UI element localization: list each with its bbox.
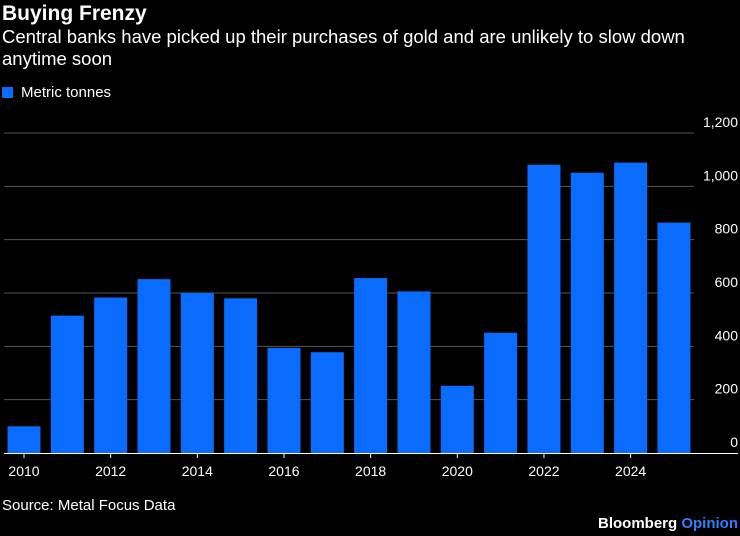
x-tick-label: 2020 xyxy=(442,463,473,479)
bars xyxy=(7,162,691,454)
legend-label: Metric tonnes xyxy=(21,84,112,101)
legend: Metric tonnes xyxy=(2,84,111,101)
bar xyxy=(484,332,518,453)
y-tick-label: 200 xyxy=(715,381,739,397)
x-tick-label: 2014 xyxy=(182,463,213,479)
x-tick-labels: 2010 2012 2014 2016 2018 2020 2022 2024 xyxy=(8,453,646,479)
bar xyxy=(267,347,301,453)
bar xyxy=(224,298,258,453)
brand-logo: Bloomberg Opinion xyxy=(598,515,738,532)
brand-name: Bloomberg xyxy=(598,515,678,532)
y-tick-label: 1,200 xyxy=(703,114,738,130)
bar xyxy=(7,426,41,453)
bar xyxy=(570,172,604,454)
bar xyxy=(50,315,84,453)
x-tick-label: 2010 xyxy=(8,463,39,479)
x-tick-label: 2022 xyxy=(528,463,559,479)
bar xyxy=(397,291,431,453)
legend-swatch xyxy=(2,87,13,98)
bar xyxy=(354,278,388,453)
bar xyxy=(137,279,171,453)
bar xyxy=(527,164,561,454)
chart-title: Buying Frenzy xyxy=(2,2,147,25)
bar xyxy=(614,162,648,453)
bar xyxy=(657,222,691,453)
y-tick-label: 800 xyxy=(715,221,739,237)
x-tick-label: 2018 xyxy=(355,463,386,479)
x-tick-label: 2016 xyxy=(268,463,299,479)
bar xyxy=(94,297,128,453)
bar xyxy=(440,385,474,453)
y-tick-label: 0 xyxy=(730,434,738,450)
brand-suffix: Opinion xyxy=(681,515,738,532)
x-tick-label: 2012 xyxy=(95,463,126,479)
x-tick-label: 2024 xyxy=(615,463,646,479)
source-note: Source: Metal Focus Data xyxy=(2,497,176,514)
y-tick-label: 600 xyxy=(715,274,739,290)
bar xyxy=(310,352,344,453)
y-tick-label: 400 xyxy=(715,327,739,343)
y-tick-labels: 0 200 400 600 800 1,000 1,200 xyxy=(703,114,738,450)
y-tick-label: 1,000 xyxy=(703,167,738,183)
chart-subtitle: Central banks have picked up their purch… xyxy=(2,26,685,69)
bar xyxy=(180,292,214,453)
